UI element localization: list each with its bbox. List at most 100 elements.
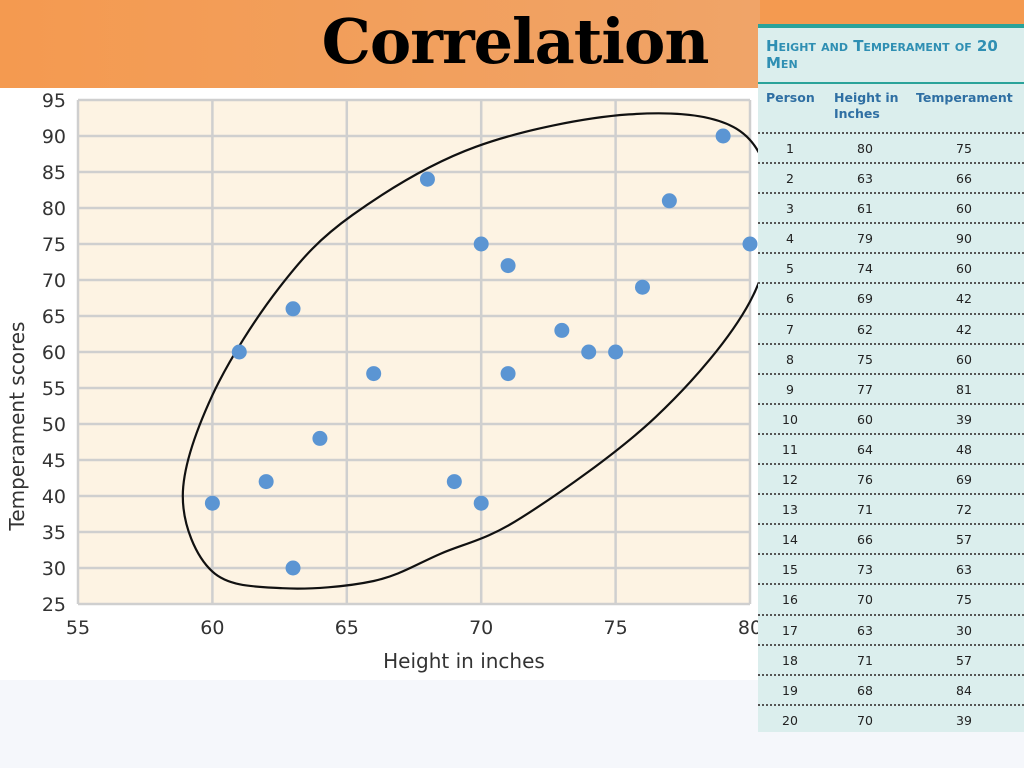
x-tick-label: 70 <box>469 617 493 639</box>
cell-height: 62 <box>857 321 873 337</box>
data-point <box>715 128 731 144</box>
cell-person: 7 <box>786 321 794 337</box>
y-tick-label: 70 <box>42 270 66 292</box>
cell-person: 14 <box>782 532 798 548</box>
table-title: Height and Temperament of 20 Men <box>766 37 998 72</box>
cell-height: 60 <box>857 411 873 427</box>
table-row: 2 63 66 <box>758 162 1024 192</box>
table-row: 4 79 90 <box>758 222 1024 252</box>
y-tick-label: 40 <box>42 486 66 508</box>
cell-height: 61 <box>857 201 873 217</box>
horizontal-gridlines <box>78 98 750 606</box>
table-row: 13 71 72 <box>758 493 1024 523</box>
cell-temperament: 42 <box>956 291 972 307</box>
y-tick-label: 85 <box>42 162 66 184</box>
table-row: 16 70 75 <box>758 583 1024 613</box>
cell-temperament: 66 <box>956 171 972 187</box>
cell-person: 6 <box>786 291 794 307</box>
table-row: 14 66 57 <box>758 523 1024 553</box>
data-point <box>473 495 489 511</box>
cell-temperament: 60 <box>956 261 972 277</box>
column-header-height: Height in Inches <box>834 90 899 121</box>
y-tick-labels: 25 30 35 40 45 50 55 60 65 70 75 80 85 90 95 <box>42 90 66 616</box>
table-row: 12 76 69 <box>758 463 1024 493</box>
cell-temperament: 57 <box>956 532 972 548</box>
x-tick-label: 60 <box>200 617 224 639</box>
cell-height: 66 <box>857 532 873 548</box>
data-point <box>204 495 220 511</box>
data-table: Height and Temperament of 20 Men Person … <box>758 24 1024 732</box>
cell-height: 80 <box>857 141 873 156</box>
table-row: 20 70 39 <box>758 703 1024 734</box>
cell-person: 11 <box>782 441 798 457</box>
table-row: 18 71 57 <box>758 643 1024 674</box>
y-axis-label: Temperament scores <box>5 322 29 532</box>
x-tick-labels: 55 60 65 70 75 80 <box>66 617 760 639</box>
slide-title: Correlation <box>321 5 710 78</box>
cell-temperament: 81 <box>956 381 972 397</box>
cell-height: 76 <box>857 472 873 488</box>
data-point <box>366 366 382 382</box>
table-row: 15 73 63 <box>758 553 1024 583</box>
cell-person: 20 <box>782 712 798 728</box>
cell-height: 63 <box>857 171 873 187</box>
y-tick-label: 80 <box>42 198 66 220</box>
title-band <box>0 0 760 88</box>
y-tick-label: 25 <box>42 594 66 616</box>
data-point <box>742 236 758 252</box>
cell-person: 15 <box>782 562 798 578</box>
cell-height: 64 <box>857 441 873 457</box>
cell-temperament: 39 <box>956 411 972 427</box>
cell-person: 10 <box>782 411 798 427</box>
table-row: 10 60 39 <box>758 402 1024 433</box>
cell-temperament: 72 <box>956 502 972 518</box>
data-point <box>500 258 516 274</box>
y-tick-label: 95 <box>42 90 66 112</box>
data-point <box>634 279 650 295</box>
cell-height: 77 <box>857 381 873 397</box>
scatter-chart: 55 60 65 70 75 80 25 30 35 40 45 50 55 60 65 70 75 80 85 9… <box>0 88 760 680</box>
data-point <box>231 344 247 360</box>
cell-temperament: 57 <box>956 652 972 668</box>
table-row: 1 80 75 <box>758 132 1024 162</box>
y-tick-label: 90 <box>42 126 66 148</box>
data-point <box>500 366 516 382</box>
cell-person: 3 <box>786 201 794 217</box>
cell-person: 4 <box>786 231 794 247</box>
y-tick-label: 60 <box>42 342 66 364</box>
data-point <box>661 193 677 209</box>
cell-person: 12 <box>782 472 798 488</box>
cell-height: 63 <box>857 622 873 638</box>
y-tick-label: 55 <box>42 378 66 400</box>
cell-person: 1 <box>786 141 794 156</box>
table-row: 5 74 60 <box>758 252 1024 282</box>
cell-temperament: 60 <box>956 201 972 217</box>
data-points <box>204 128 758 576</box>
y-tick-label: 35 <box>42 522 66 544</box>
cell-temperament: 30 <box>956 622 972 638</box>
cell-person: 9 <box>786 381 794 397</box>
data-point <box>446 474 462 490</box>
cell-temperament: 63 <box>956 562 972 578</box>
y-tick-label: 45 <box>42 450 66 472</box>
cell-person: 2 <box>786 171 794 187</box>
table-row: 6 69 42 <box>758 282 1024 312</box>
cell-person: 17 <box>782 622 798 638</box>
correlation-ellipse <box>181 112 760 590</box>
cell-height: 71 <box>857 502 873 518</box>
data-point <box>258 474 274 490</box>
cell-height: 69 <box>857 291 873 307</box>
table-row: 9 77 81 <box>758 372 1024 403</box>
table-row: 7 62 42 <box>758 312 1024 343</box>
cell-height: 71 <box>857 652 873 668</box>
table-row: 11 64 48 <box>758 432 1024 463</box>
table-title-rule <box>758 82 1024 84</box>
data-point <box>473 236 489 252</box>
cell-temperament: 75 <box>956 592 972 608</box>
cell-height: 75 <box>857 351 873 367</box>
cell-temperament: 90 <box>956 231 972 247</box>
column-header-temperament: Temperament <box>916 90 1013 105</box>
data-point <box>312 430 328 446</box>
cell-temperament: 42 <box>956 321 972 337</box>
data-point <box>608 344 624 360</box>
